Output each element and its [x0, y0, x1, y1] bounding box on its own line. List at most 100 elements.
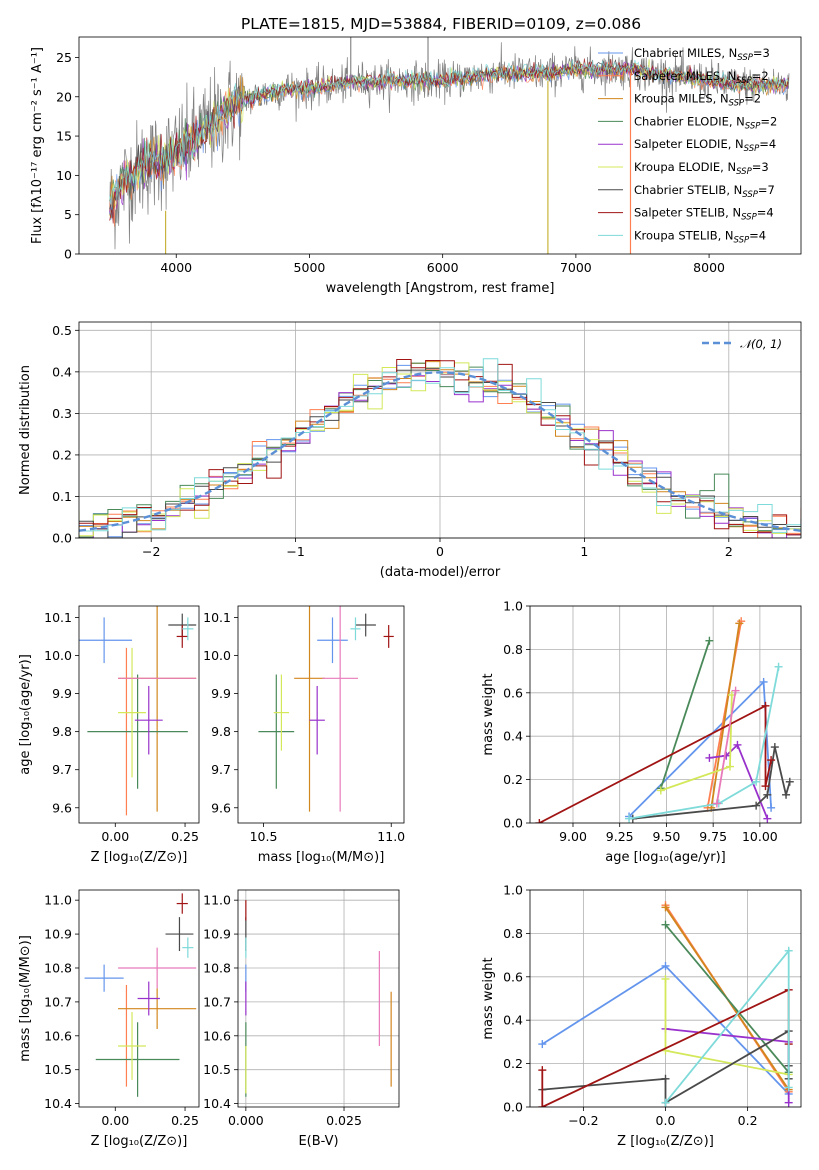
y-tick-label: 10.8: [44, 960, 72, 975]
legend-entry-label: Chabrier MILES, NSSP=3: [634, 46, 770, 63]
y-tick-label: 0.4: [52, 364, 72, 379]
histogram-series: [79, 358, 801, 538]
y-tick-label: 0.8: [503, 926, 523, 941]
y-tick-label: 10.1: [203, 610, 231, 625]
weight-series: [538, 901, 793, 1107]
x-axis-label: Z [log₁₀(Z/Z⊙)]: [91, 850, 188, 865]
residual-histogram-panel: −2 −1 0 1 2 0.0 0.1 0.2 0.3 0.4 0.5 (data-model)/er…: [18, 321, 802, 580]
gaussian-reference-curve: [79, 371, 801, 532]
y-tick-label: 9.7: [211, 762, 231, 777]
y-tick-label: 10.8: [203, 960, 231, 975]
legend-label-sub: SSP: [745, 121, 761, 131]
x-tick-label: 2: [725, 544, 733, 559]
legend-label-main: Chabrier STELIB, N: [634, 183, 742, 197]
x-tick-label: 10.5: [250, 829, 278, 844]
y-tick-label: 9.8: [211, 724, 231, 739]
legend-label-end: =4: [749, 228, 766, 242]
errorbar-points: [258, 606, 394, 812]
legend-label-end: =2: [752, 69, 769, 83]
errorbar-points: [245, 900, 392, 1097]
x-tick-label: 0: [436, 544, 444, 559]
y-tick-label: 1.0: [503, 883, 523, 898]
y-tick-label: 0.0: [52, 531, 72, 546]
weight-vs-metallicity-panel: −0.2 0.0 0.2 0.0 0.2 0.4 0.6 0.8 1.0 Z [log₁₀(Z/Z…: [481, 883, 802, 1149]
axes-frame: [78, 889, 200, 1108]
x-tick-label: −0.2: [568, 1113, 598, 1128]
y-axis-label: Normed distribution: [18, 365, 33, 495]
x-axis-label: E(B-V): [298, 1134, 338, 1149]
legend-label-main: Chabrier MILES, N: [634, 46, 737, 60]
y-axis-label: mass [log₁₀(M/M⊙)]: [18, 935, 33, 1062]
legend-label-sub: SSP: [741, 213, 757, 223]
y-tick-label: 10.9: [203, 927, 231, 942]
legend-label-end: =3: [752, 160, 769, 174]
y-tick-label: 1.0: [503, 599, 523, 614]
x-axis-label: mass [log₁₀(M/M⊙)]: [258, 850, 385, 865]
x-axis-label: (data-model)/error: [380, 565, 501, 580]
mass-vs-metallicity-panel: 0.00 0.25 10.4 10.5 10.6 10.7 10.8 10.9 11.0 Z [l…: [18, 889, 200, 1149]
x-tick-label: 6000: [427, 260, 459, 275]
legend-label-end: =4: [759, 137, 776, 151]
x-tick-label: 9.50: [653, 829, 681, 844]
y-tick-label: 0.1: [52, 489, 72, 504]
legend-label-end: =2: [744, 92, 761, 106]
legend-label-sub: SSP: [736, 76, 752, 86]
y-tick-label: 10.1: [44, 610, 72, 625]
age-vs-mass-panel: 10.5 11.0 9.6 9.7 9.8 9.9 10.0 10.1 mass [log₁₀(…: [203, 605, 405, 865]
model-spectrum-line: [109, 59, 789, 219]
legend-label-end: =3: [753, 46, 770, 60]
weight-line: [716, 690, 737, 804]
weight-line: [664, 948, 790, 1104]
y-tick-label: 0.8: [503, 642, 523, 657]
y-tick-label: 10.6: [44, 1028, 72, 1043]
axes-frame: [237, 605, 405, 824]
y-axis-label: Flux [fλ10⁻¹⁷ erg cm⁻² s⁻¹ A⁻¹]: [30, 47, 45, 244]
y-tick-label: 10.5: [203, 1062, 231, 1077]
legend-label-sub: SSP: [737, 53, 753, 63]
weight-vs-age-panel: 9.00 9.25 9.50 9.75 10.00 0.0 0.2 0.4 0.6 0.8 1.0 a…: [481, 599, 802, 865]
legend-entry-label: Chabrier ELODIE, NSSP=2: [634, 114, 777, 131]
errorbar-points: [79, 606, 197, 816]
legend-entry-label: Kroupa STELIB, NSSP=4: [634, 228, 766, 245]
axes-frame: [529, 605, 802, 824]
mass-vs-ebv-panel: 0.000 0.025 10.4 10.5 10.6 10.7 10.8 10.9 11.0 E(…: [203, 889, 400, 1149]
y-tick-label: 9.9: [52, 686, 72, 701]
legend-label-main: Chabrier ELODIE, N: [634, 114, 745, 128]
y-axis-label: mass weight: [481, 673, 496, 755]
axes-frame: [78, 605, 200, 824]
y-tick-label: 10.7: [44, 994, 72, 1009]
y-tick-label: 0.4: [503, 1013, 523, 1028]
weight-line: [538, 704, 772, 823]
x-tick-label: 9.75: [699, 829, 727, 844]
age-vs-metallicity-panel: 0.00 0.25 9.6 9.7 9.8 9.9 10.0 10.1 Z [log₁₀(Z/Z…: [18, 605, 200, 865]
y-tick-label: 10.0: [203, 648, 231, 663]
x-tick-label: −2: [142, 544, 160, 559]
y-tick-label: 0.2: [503, 1056, 523, 1071]
x-tick-label: 10.00: [742, 829, 778, 844]
weight-line: [628, 666, 780, 820]
y-tick-label: 0.6: [503, 685, 523, 700]
y-tick-label: 11.0: [44, 893, 72, 908]
axes-frame: [78, 36, 802, 255]
legend-entry-label: Salpeter ELODIE, NSSP=4: [634, 137, 776, 154]
x-tick-label: 7000: [560, 260, 592, 275]
legend-label-sub: SSP: [736, 167, 752, 177]
x-tick-label: 1: [580, 544, 588, 559]
legend-label-main: Salpeter MILES, N: [634, 69, 736, 83]
legend-label-end: =2: [760, 114, 777, 128]
x-tick-label: 0.2: [738, 1113, 758, 1128]
weight-line: [710, 623, 741, 808]
x-axis-label: age [log₁₀(age/yr)]: [605, 850, 726, 865]
legend-entry-label: Kroupa ELODIE, NSSP=3: [634, 160, 769, 177]
y-tick-label: 0.2: [52, 447, 72, 462]
x-axis-label: Z [log₁₀(Z/Z⊙)]: [91, 1134, 188, 1149]
legend-label-main: Kroupa ELODIE, N: [634, 160, 736, 174]
legend-label-main: Salpeter STELIB, N: [634, 206, 741, 220]
x-tick-label: 11.0: [377, 829, 405, 844]
legend-label-sub: SSP: [734, 235, 750, 245]
y-tick-label: 0.5: [52, 323, 72, 338]
spectrum-panel: 4000 5000 6000 7000 8000 0 5 10 15 20 25 wavelength…: [30, 36, 802, 296]
y-tick-label: 9.6: [52, 800, 72, 815]
y-tick-label: 10.5: [44, 1062, 72, 1077]
